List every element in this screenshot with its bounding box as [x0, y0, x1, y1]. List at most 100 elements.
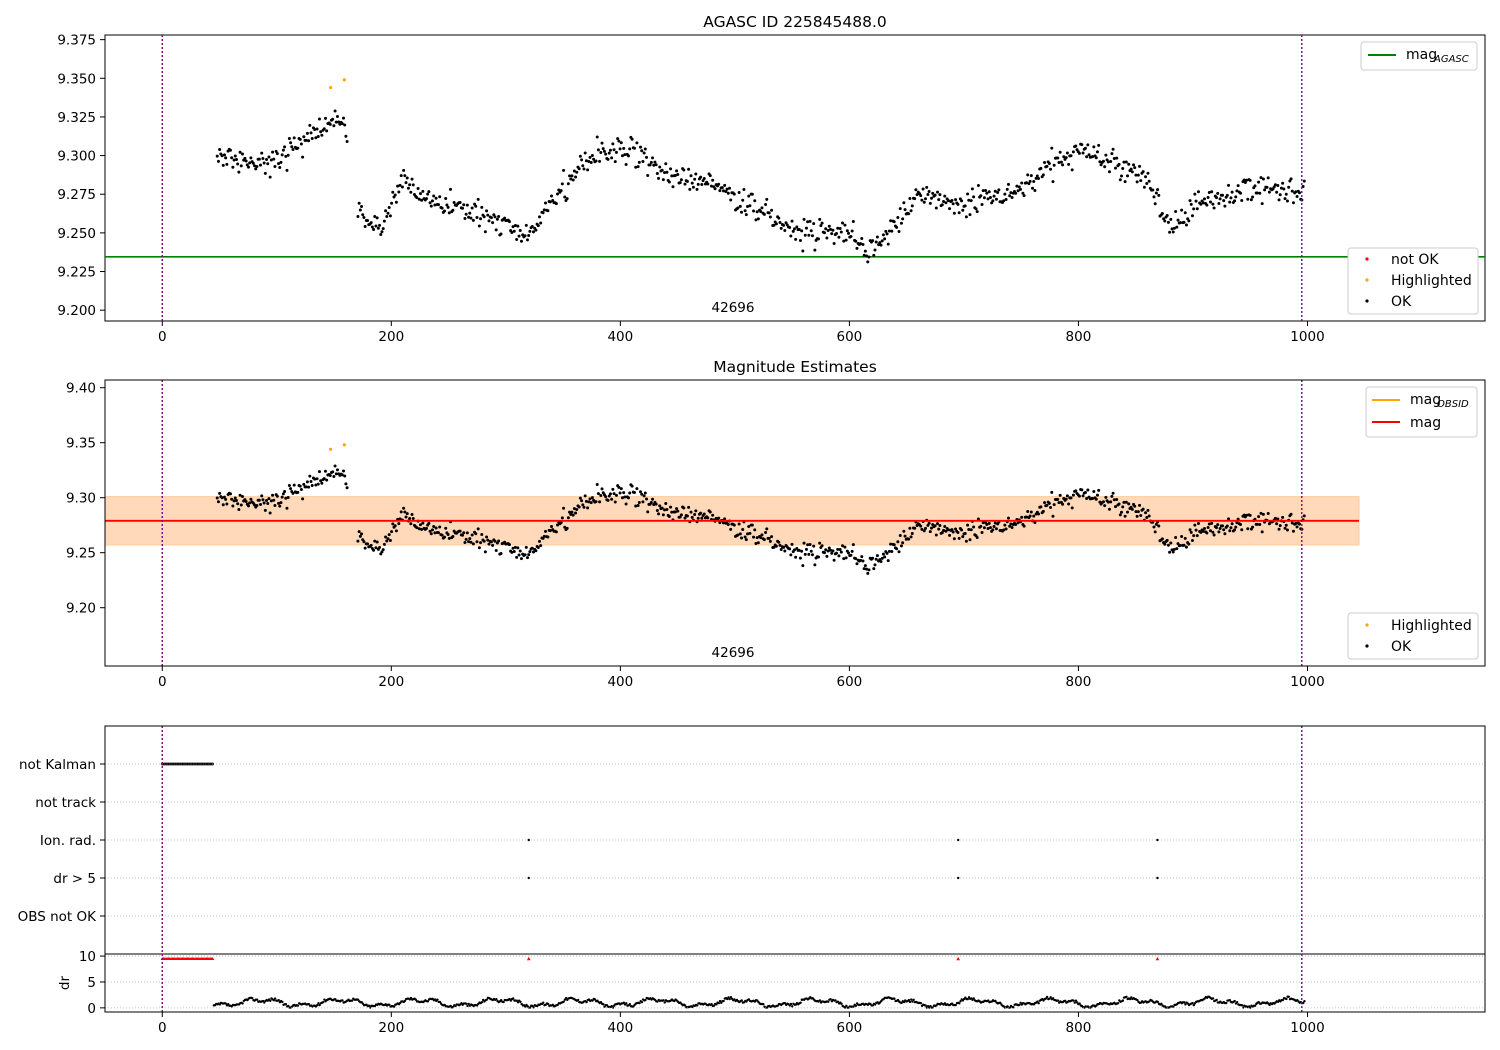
data-point	[315, 127, 319, 131]
data-point	[562, 168, 566, 172]
data-point	[948, 533, 952, 537]
data-point	[278, 504, 282, 508]
dr-point	[910, 998, 913, 1001]
data-point	[287, 484, 291, 488]
data-point	[986, 527, 990, 531]
data-point	[499, 232, 503, 236]
data-point	[832, 241, 836, 245]
legend2-ok-swatch	[1365, 644, 1369, 648]
data-point	[777, 540, 781, 544]
data-point	[523, 553, 527, 557]
data-point	[881, 552, 885, 556]
data-point	[641, 500, 645, 504]
data-point	[797, 548, 801, 552]
data-point	[1028, 514, 1032, 518]
x-tick-label: 1000	[1290, 1020, 1324, 1036]
data-point	[717, 182, 721, 186]
data-point	[752, 209, 756, 213]
data-point	[951, 530, 955, 534]
data-point	[854, 557, 858, 561]
data-point	[596, 148, 600, 152]
data-point	[1122, 500, 1126, 504]
data-point	[896, 215, 900, 219]
panel2-obs-label: 42696	[712, 645, 755, 661]
data-point	[994, 527, 998, 531]
data-point	[251, 161, 255, 165]
data-point	[764, 203, 768, 207]
data-point	[343, 123, 347, 127]
data-point	[334, 472, 338, 476]
data-point	[220, 154, 224, 158]
data-point	[449, 187, 453, 191]
dr-point	[911, 1000, 914, 1003]
data-point	[1283, 526, 1287, 530]
data-point	[884, 229, 888, 233]
data-point	[1059, 160, 1063, 164]
data-point	[804, 547, 808, 551]
data-point	[430, 528, 434, 532]
data-point	[221, 163, 225, 167]
data-point	[1291, 201, 1295, 205]
data-point	[943, 525, 947, 529]
data-point	[1199, 202, 1203, 206]
data-point	[851, 543, 855, 547]
data-point	[827, 546, 831, 550]
data-point	[637, 501, 641, 505]
data-point	[832, 558, 836, 562]
data-point	[234, 158, 238, 162]
dr-point	[269, 999, 272, 1002]
data-point	[1027, 182, 1031, 186]
data-point	[491, 221, 495, 225]
data-point	[1174, 536, 1178, 540]
data-point	[923, 197, 927, 201]
data-point	[578, 496, 582, 500]
flag-event	[189, 762, 193, 766]
data-point	[613, 500, 617, 504]
data-point	[444, 197, 448, 201]
data-point	[267, 497, 271, 501]
data-point	[623, 495, 627, 499]
data-point	[788, 225, 792, 229]
data-point	[373, 215, 377, 219]
data-point	[1207, 522, 1211, 526]
data-point	[770, 208, 774, 212]
data-point	[1166, 543, 1170, 547]
dr-point	[585, 1000, 588, 1004]
data-point	[790, 542, 794, 546]
data-point	[825, 236, 829, 240]
data-point	[843, 223, 847, 227]
data-point	[881, 233, 885, 237]
data-point	[260, 494, 264, 498]
data-point	[865, 254, 869, 258]
data-point	[475, 216, 479, 220]
data-point	[263, 171, 267, 175]
data-point	[991, 528, 995, 532]
data-point	[1248, 178, 1252, 182]
data-point	[221, 503, 225, 507]
data-point	[809, 549, 813, 553]
data-point	[598, 159, 602, 163]
data-point	[863, 564, 867, 568]
data-point	[360, 532, 364, 536]
data-point	[976, 183, 980, 187]
data-point	[750, 192, 754, 196]
data-point	[957, 211, 961, 215]
x-tick-label: 0	[158, 329, 167, 345]
data-point	[886, 559, 890, 563]
data-point	[1260, 202, 1264, 206]
data-point	[913, 197, 917, 201]
data-point	[424, 526, 428, 530]
dr-point	[1074, 999, 1078, 1002]
data-point	[390, 530, 394, 534]
dr-point	[1303, 999, 1306, 1003]
flag-event	[203, 762, 207, 766]
data-point	[1227, 517, 1231, 521]
data-point	[302, 482, 306, 486]
data-point	[1277, 527, 1281, 531]
data-point	[1135, 180, 1139, 184]
data-point	[737, 522, 741, 526]
data-point	[944, 201, 948, 205]
data-point	[1006, 516, 1010, 520]
data-point	[907, 212, 911, 216]
data-point	[1279, 186, 1283, 190]
